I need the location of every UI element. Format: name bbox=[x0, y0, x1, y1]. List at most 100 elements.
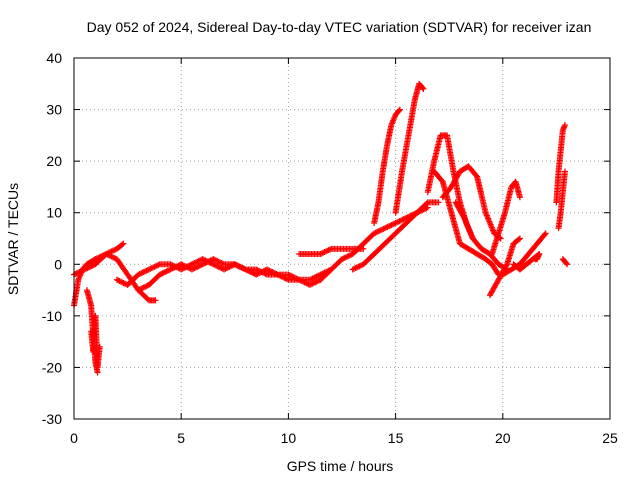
data-point bbox=[135, 287, 142, 294]
x-tick-label: 10 bbox=[281, 430, 297, 446]
data-point bbox=[143, 267, 150, 274]
data-point bbox=[142, 268, 149, 275]
data-point bbox=[377, 227, 384, 234]
data-point bbox=[172, 263, 179, 270]
data-point bbox=[285, 271, 292, 278]
data-point bbox=[160, 269, 167, 276]
data-point bbox=[516, 235, 523, 242]
series-arc-20 bbox=[510, 250, 543, 273]
data-point bbox=[192, 264, 199, 271]
data-point bbox=[139, 285, 146, 292]
data-point bbox=[184, 264, 191, 271]
data-point bbox=[105, 252, 112, 259]
data-point bbox=[104, 251, 111, 258]
data-point bbox=[542, 230, 549, 237]
data-point bbox=[218, 259, 225, 266]
data-point bbox=[400, 216, 407, 223]
data-point bbox=[320, 249, 327, 256]
data-point bbox=[253, 266, 260, 273]
data-point bbox=[83, 265, 90, 272]
data-point bbox=[152, 263, 159, 270]
data-point bbox=[199, 256, 206, 263]
data-point bbox=[318, 250, 325, 257]
data-point bbox=[401, 215, 408, 222]
data-point bbox=[143, 283, 150, 290]
data-point bbox=[379, 226, 386, 233]
x-axis-title: GPS time / hours bbox=[287, 458, 394, 474]
data-point bbox=[89, 262, 96, 269]
data-point bbox=[561, 122, 568, 129]
data-point bbox=[237, 263, 244, 270]
data-point bbox=[263, 266, 270, 273]
data-point bbox=[349, 266, 356, 273]
plot-frame bbox=[73, 57, 611, 420]
data-point bbox=[210, 261, 217, 268]
data-point bbox=[341, 254, 348, 261]
data-point bbox=[107, 252, 114, 259]
data-point bbox=[179, 261, 186, 268]
data-point bbox=[168, 265, 175, 272]
data-point bbox=[306, 276, 313, 283]
data-point bbox=[167, 266, 174, 273]
data-point bbox=[561, 168, 568, 175]
data-point bbox=[393, 219, 400, 226]
data-point bbox=[192, 259, 199, 266]
data-point bbox=[140, 284, 147, 291]
data-point bbox=[257, 268, 264, 275]
data-point bbox=[175, 262, 182, 269]
data-point bbox=[77, 268, 84, 275]
data-point bbox=[211, 261, 218, 268]
data-point bbox=[497, 235, 504, 242]
y-tick-label: 0 bbox=[54, 256, 62, 272]
data-point bbox=[276, 272, 283, 279]
data-point bbox=[306, 281, 313, 288]
data-point bbox=[278, 273, 285, 280]
data-point bbox=[352, 265, 359, 272]
data-point bbox=[503, 262, 510, 269]
series-arc-12 bbox=[392, 80, 427, 216]
data-point bbox=[170, 265, 177, 272]
data-point bbox=[515, 236, 522, 243]
data-point bbox=[343, 254, 350, 261]
data-point bbox=[164, 267, 171, 274]
data-point bbox=[397, 217, 404, 224]
data-point bbox=[205, 258, 211, 265]
y-tick-label: 40 bbox=[46, 50, 62, 66]
data-point bbox=[536, 250, 543, 257]
data-point bbox=[381, 225, 388, 232]
data-point bbox=[309, 280, 316, 287]
series-arc-18 bbox=[489, 178, 523, 257]
y-tick-label: -20 bbox=[42, 359, 62, 375]
data-point bbox=[262, 270, 269, 277]
data-point bbox=[419, 84, 426, 91]
y-axis-title: SDTVAR / TECUs bbox=[5, 183, 21, 295]
data-point bbox=[119, 241, 126, 248]
data-point bbox=[317, 271, 324, 278]
data-point bbox=[371, 230, 378, 237]
data-point bbox=[214, 263, 221, 270]
data-point bbox=[92, 256, 99, 263]
data-point bbox=[215, 263, 222, 270]
data-point bbox=[155, 261, 162, 268]
data-point bbox=[308, 276, 315, 283]
data-point bbox=[117, 278, 124, 285]
data-point bbox=[355, 263, 362, 270]
data-point bbox=[313, 278, 320, 285]
data-point bbox=[72, 270, 79, 277]
data-point bbox=[420, 85, 427, 92]
data-point bbox=[392, 220, 399, 227]
data-point bbox=[109, 254, 116, 261]
data-point bbox=[136, 270, 143, 277]
data-point bbox=[174, 263, 181, 270]
data-point bbox=[313, 273, 320, 280]
data-point bbox=[280, 274, 287, 281]
data-point bbox=[233, 261, 240, 268]
data-point bbox=[87, 263, 94, 270]
data-point bbox=[322, 248, 329, 255]
data-point bbox=[79, 267, 86, 274]
data-point bbox=[380, 225, 387, 232]
data-point bbox=[284, 276, 291, 283]
y-tick-label: 30 bbox=[46, 102, 62, 118]
data-point bbox=[387, 222, 394, 229]
